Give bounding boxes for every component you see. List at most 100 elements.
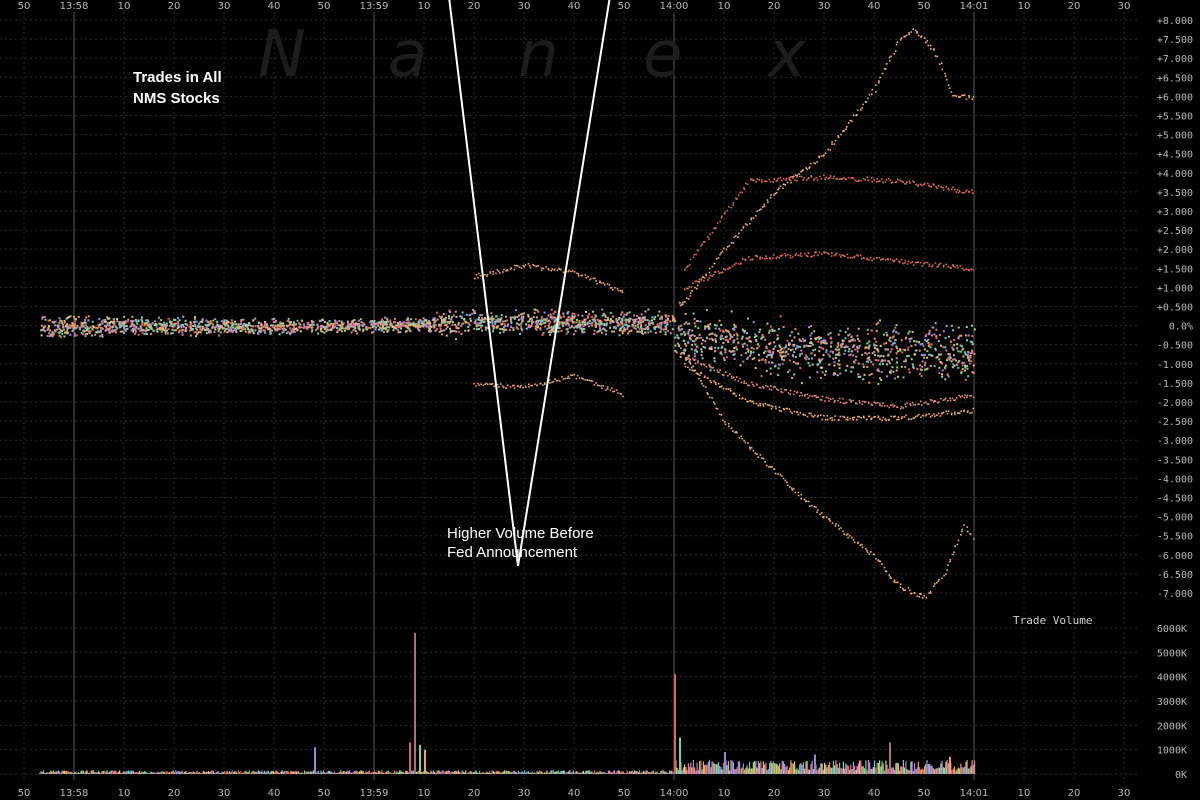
outlier-point	[949, 560, 951, 563]
trade-point	[787, 348, 790, 350]
outlier-point	[805, 179, 808, 181]
volume-bar	[491, 770, 493, 774]
outlier-point	[749, 448, 751, 450]
outlier-point	[870, 403, 873, 406]
outlier-point	[594, 277, 596, 280]
trade-point	[791, 339, 794, 342]
volume-bar	[461, 770, 463, 774]
volume-bar	[192, 771, 194, 774]
outlier-point	[719, 220, 722, 223]
outlier-point	[923, 401, 925, 404]
trade-point	[449, 327, 451, 330]
volume-bar	[91, 770, 93, 774]
outlier-point	[902, 589, 905, 592]
trade-point	[459, 315, 462, 318]
trade-point	[232, 326, 235, 329]
trade-point	[162, 327, 164, 330]
trade-point	[866, 357, 869, 360]
trade-point	[520, 313, 522, 316]
trade-point	[433, 326, 436, 329]
outlier-point	[800, 497, 802, 500]
trade-point	[316, 327, 319, 330]
trade-point	[452, 314, 455, 317]
volume-bar	[384, 772, 386, 774]
trade-point	[410, 322, 412, 325]
trade-point	[947, 353, 950, 355]
trade-point	[617, 324, 620, 327]
x-tick-label-bottom: 10	[1018, 788, 1031, 799]
trade-point	[664, 325, 667, 328]
trade-point	[573, 315, 576, 318]
outlier-point	[697, 249, 700, 251]
outlier-point	[513, 268, 516, 271]
trade-point	[823, 340, 826, 343]
trade-point	[805, 358, 808, 361]
trade-point	[908, 371, 911, 374]
trade-point	[95, 331, 98, 334]
trade-point	[63, 320, 66, 322]
outlier-point	[776, 179, 779, 182]
volume-bar	[601, 772, 603, 774]
volume-bar	[284, 771, 286, 774]
trade-point	[490, 317, 493, 320]
trade-point	[705, 309, 708, 311]
volume-bar	[221, 771, 223, 774]
volume-bar	[204, 771, 206, 774]
trade-point	[876, 349, 879, 351]
trade-point	[415, 323, 418, 326]
trade-point	[95, 326, 97, 329]
volume-bar	[712, 762, 714, 774]
trade-point	[74, 327, 77, 329]
x-tick-label-top: 14:01	[960, 1, 989, 12]
trade-point	[928, 353, 931, 356]
outlier-point	[732, 430, 734, 433]
outlier-point	[936, 187, 938, 189]
outlier-point	[785, 255, 787, 257]
trade-point	[483, 320, 486, 323]
trade-point	[73, 320, 76, 323]
trade-point	[892, 335, 895, 338]
trade-point	[283, 327, 286, 330]
trade-point	[966, 357, 969, 360]
volume-bar	[612, 770, 614, 774]
trade-point	[957, 326, 960, 329]
trade-point	[491, 323, 494, 326]
volume-bar	[782, 761, 784, 774]
trade-point	[792, 343, 795, 346]
trade-point	[527, 320, 530, 323]
outlier-point	[756, 210, 759, 212]
volume-bar	[361, 770, 363, 774]
x-tick-label-top: 13:59	[360, 1, 389, 12]
outlier-point	[827, 177, 829, 180]
trade-point	[534, 321, 537, 324]
trade-point	[386, 330, 389, 333]
trade-point	[248, 328, 251, 331]
outlier-point	[925, 413, 928, 416]
trade-point	[208, 322, 211, 325]
trade-point	[259, 331, 262, 334]
trade-point	[570, 316, 573, 319]
volume-bar	[649, 772, 651, 774]
outlier-point	[852, 114, 855, 116]
trade-point	[874, 354, 876, 356]
trade-point	[169, 321, 172, 324]
outlier-point	[845, 178, 848, 181]
volume-bar	[759, 763, 761, 774]
outlier-point	[921, 265, 924, 267]
trade-point	[358, 328, 361, 331]
trade-point	[803, 344, 806, 347]
outlier-point	[938, 63, 941, 65]
volume-spike	[814, 754, 816, 774]
trade-point	[80, 321, 83, 324]
volume-bar	[71, 772, 73, 774]
trade-point	[891, 366, 894, 369]
trade-point	[969, 356, 972, 359]
volume-bar	[632, 772, 634, 774]
outlier-point	[896, 406, 899, 408]
outlier-point	[753, 385, 755, 387]
volume-bar	[199, 772, 201, 774]
volume-bar	[137, 772, 139, 774]
outlier-point	[794, 491, 797, 494]
outlier-point	[973, 396, 975, 399]
outlier-point	[970, 268, 972, 271]
